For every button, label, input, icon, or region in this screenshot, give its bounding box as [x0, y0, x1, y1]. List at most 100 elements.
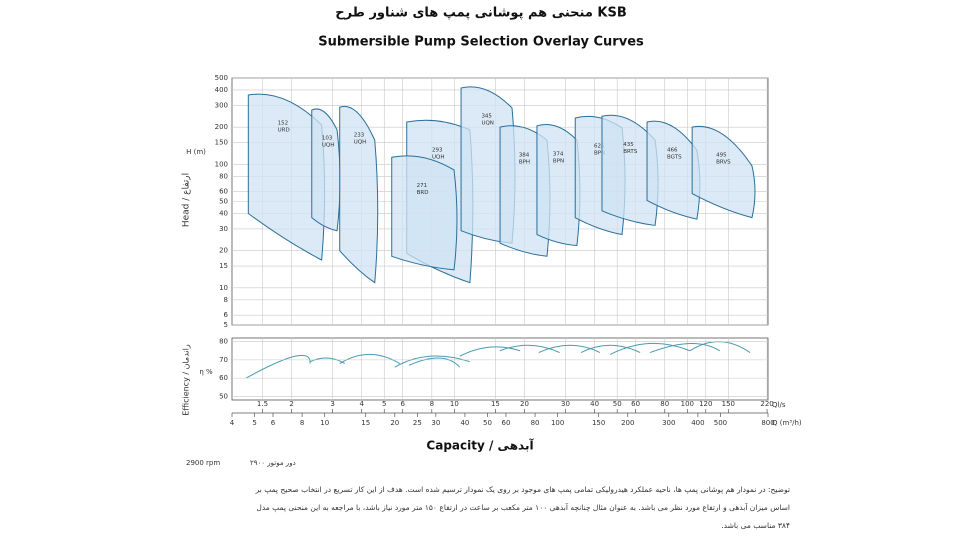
y-tick-label: 30	[219, 225, 228, 233]
y-tick-label: 6	[224, 311, 229, 319]
y-tick-label: 100	[215, 160, 228, 168]
x-tick-label: 25	[413, 419, 422, 427]
pump-label: 466	[667, 148, 678, 154]
pump-label: 495	[716, 153, 727, 159]
y-tick-label: 8	[224, 296, 228, 304]
pump-label: BPH	[519, 160, 530, 166]
y-tick-label: 80	[219, 172, 228, 180]
pump-region	[536, 123, 581, 247]
y-tick-label: 40	[219, 209, 228, 217]
efficiency-curve	[649, 342, 721, 354]
title: منحنی هم پوشانی پمپ های شناور طرح KSB	[335, 6, 627, 21]
pump-label: 271	[417, 183, 428, 189]
pump-label: 345	[481, 113, 492, 119]
y-tick-label: 200	[215, 123, 228, 131]
x2-tick-label: 20	[520, 400, 529, 408]
efficiency-curve	[394, 355, 471, 368]
y-tick-label: 50	[219, 392, 228, 400]
pump-label: 384	[519, 153, 530, 159]
x-unit: Q (m³/h)	[772, 419, 802, 427]
pump-label: BRTS	[623, 149, 638, 155]
pump-label: 293	[432, 148, 443, 154]
y-tick-label: 50	[219, 198, 228, 206]
pump-label: 152	[278, 121, 289, 127]
x2-tick-label: 10	[450, 400, 459, 408]
y-tick-label: 500	[215, 74, 228, 82]
y-tick-label: 20	[219, 247, 228, 255]
x2-tick-label: 6	[400, 400, 405, 408]
x-tick-label: 80	[531, 419, 540, 427]
pump-label: BGTS	[667, 155, 682, 161]
pump-region	[339, 105, 379, 284]
efficiency-curve	[609, 342, 691, 355]
x-tick-label: 5	[252, 419, 256, 427]
x2-tick-label: 1.5	[257, 400, 268, 408]
efficiency-curve	[499, 344, 560, 354]
pump-region	[391, 155, 458, 271]
pump-label: 374	[553, 151, 564, 157]
x-tick-label: 200	[621, 419, 634, 427]
efficiency-curve	[580, 344, 641, 354]
efficiency-unit: η %	[199, 368, 213, 376]
note-line: ۳۸۴ مناسب می باشد.	[721, 521, 790, 530]
pump-label: 435	[623, 142, 634, 148]
y-tick-label: 15	[219, 262, 228, 270]
efficiency-curve	[309, 357, 346, 364]
pump-label: UQH	[322, 143, 335, 149]
pump-label: UQN	[481, 120, 493, 126]
pump-label: URD	[278, 128, 290, 134]
pump-label: 233	[354, 133, 365, 139]
rpm-en: 2900 rpm	[186, 459, 220, 467]
efficiency-curve	[339, 354, 401, 364]
x2-tick-label: 3	[330, 400, 334, 408]
head-axis-label: Head / ارتفاع	[182, 173, 192, 227]
x2-tick-label: 5	[382, 400, 386, 408]
x2-tick-label: 100	[681, 400, 694, 408]
x2-tick-label: 80	[660, 400, 669, 408]
pump-label: UQH	[354, 140, 367, 146]
note-line: اساس میزان آبدهی و ارتفاع مورد نظر می با…	[256, 502, 790, 512]
efficiency-axis-label: Efficiency / راندمان	[182, 344, 191, 416]
y-tick-label: 300	[215, 101, 228, 109]
x2-tick-label: 120	[699, 400, 712, 408]
pump-label: BPN	[594, 151, 605, 157]
x-tick-label: 500	[714, 419, 727, 427]
subtitle: Submersible Pump Selection Overlay Curve…	[318, 35, 644, 50]
x2-tick-label: 40	[590, 400, 599, 408]
y-tick-label: 70	[219, 356, 228, 364]
y-tick-label: 150	[215, 139, 228, 147]
x2-tick-label: 2	[289, 400, 293, 408]
x-tick-label: 6	[271, 419, 276, 427]
pump-region	[691, 125, 756, 219]
x-tick-label: 150	[592, 419, 605, 427]
efficiency-curve	[408, 357, 461, 368]
y-tick-label: 80	[219, 338, 228, 346]
y-tick-label: 5	[224, 321, 228, 329]
x-tick-label: 30	[431, 419, 440, 427]
efficiency-frame	[231, 337, 769, 401]
pump-label: 625	[594, 144, 605, 150]
x-tick-label: 400	[691, 419, 704, 427]
x2-tick-label: 50	[613, 400, 622, 408]
y-tick-label: 10	[219, 284, 228, 292]
pump-label: UQH	[432, 155, 445, 161]
efficiency-curve	[689, 341, 751, 353]
note-line: توضیح: در نمودار هم پوشانی پمپ ها، ناحیه…	[255, 485, 790, 494]
x2-tick-label: 60	[631, 400, 640, 408]
x-tick-label: 10	[320, 419, 329, 427]
x2-tick-label: 4	[359, 400, 364, 408]
x2-tick-label: 8	[430, 400, 434, 408]
x-tick-label: 100	[551, 419, 564, 427]
x-tick-label: 20	[390, 419, 399, 427]
rpm-fa: دور موتور ۲۹۰۰	[250, 459, 296, 467]
x-axis-label: Capacity / آبدهی	[426, 438, 534, 453]
head-unit: H (m)	[186, 148, 206, 156]
x2-tick-label: 30	[561, 400, 570, 408]
x-tick-label: 15	[361, 419, 370, 427]
y-tick-label: 60	[219, 374, 228, 382]
x-tick-label: 40	[460, 419, 469, 427]
x2-tick-label: 15	[491, 400, 500, 408]
pump-region	[311, 108, 341, 232]
y-tick-label: 60	[219, 188, 228, 196]
